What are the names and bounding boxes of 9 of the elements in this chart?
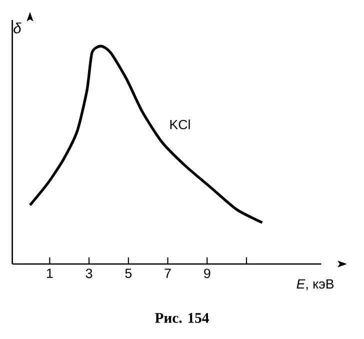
y-axis-title: δ xyxy=(14,22,22,34)
x-tick-label: 3 xyxy=(86,268,92,278)
x-axis-title: E, кэВ xyxy=(296,279,334,290)
text: Рис. 154 xyxy=(155,313,209,323)
x-tick-label: 9 xyxy=(204,268,210,278)
x-tick-label: 5 xyxy=(125,268,132,278)
x-tick-label: 1 xyxy=(47,268,53,278)
series-label: KCl xyxy=(170,119,190,130)
x-tick-label: 7 xyxy=(164,268,171,278)
